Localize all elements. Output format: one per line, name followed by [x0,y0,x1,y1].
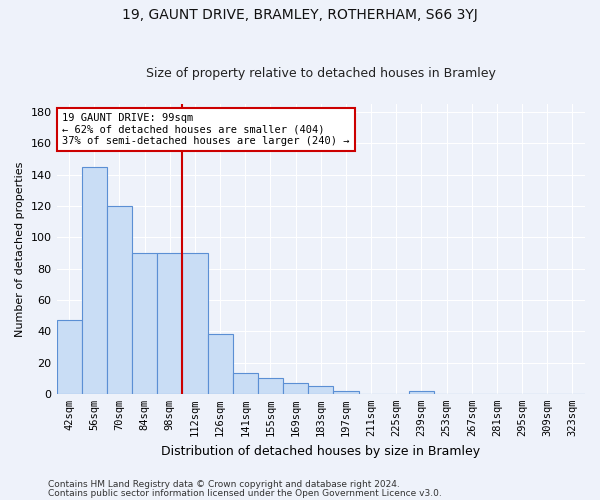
X-axis label: Distribution of detached houses by size in Bramley: Distribution of detached houses by size … [161,444,481,458]
Bar [409,390,434,394]
Y-axis label: Number of detached properties: Number of detached properties [15,162,25,336]
Bar [182,253,208,394]
Bar [308,386,334,394]
Bar [56,320,82,394]
Text: 19, GAUNT DRIVE, BRAMLEY, ROTHERHAM, S66 3YJ: 19, GAUNT DRIVE, BRAMLEY, ROTHERHAM, S66… [122,8,478,22]
Bar [233,374,258,394]
Text: Contains public sector information licensed under the Open Government Licence v3: Contains public sector information licen… [48,489,442,498]
Text: 19 GAUNT DRIVE: 99sqm
← 62% of detached houses are smaller (404)
37% of semi-det: 19 GAUNT DRIVE: 99sqm ← 62% of detached … [62,113,349,146]
Bar [132,253,157,394]
Bar [157,253,182,394]
Bar [258,378,283,394]
Bar [82,167,107,394]
Title: Size of property relative to detached houses in Bramley: Size of property relative to detached ho… [146,66,496,80]
Bar [208,334,233,394]
Bar [107,206,132,394]
Text: Contains HM Land Registry data © Crown copyright and database right 2024.: Contains HM Land Registry data © Crown c… [48,480,400,489]
Bar [283,383,308,394]
Bar [334,390,359,394]
